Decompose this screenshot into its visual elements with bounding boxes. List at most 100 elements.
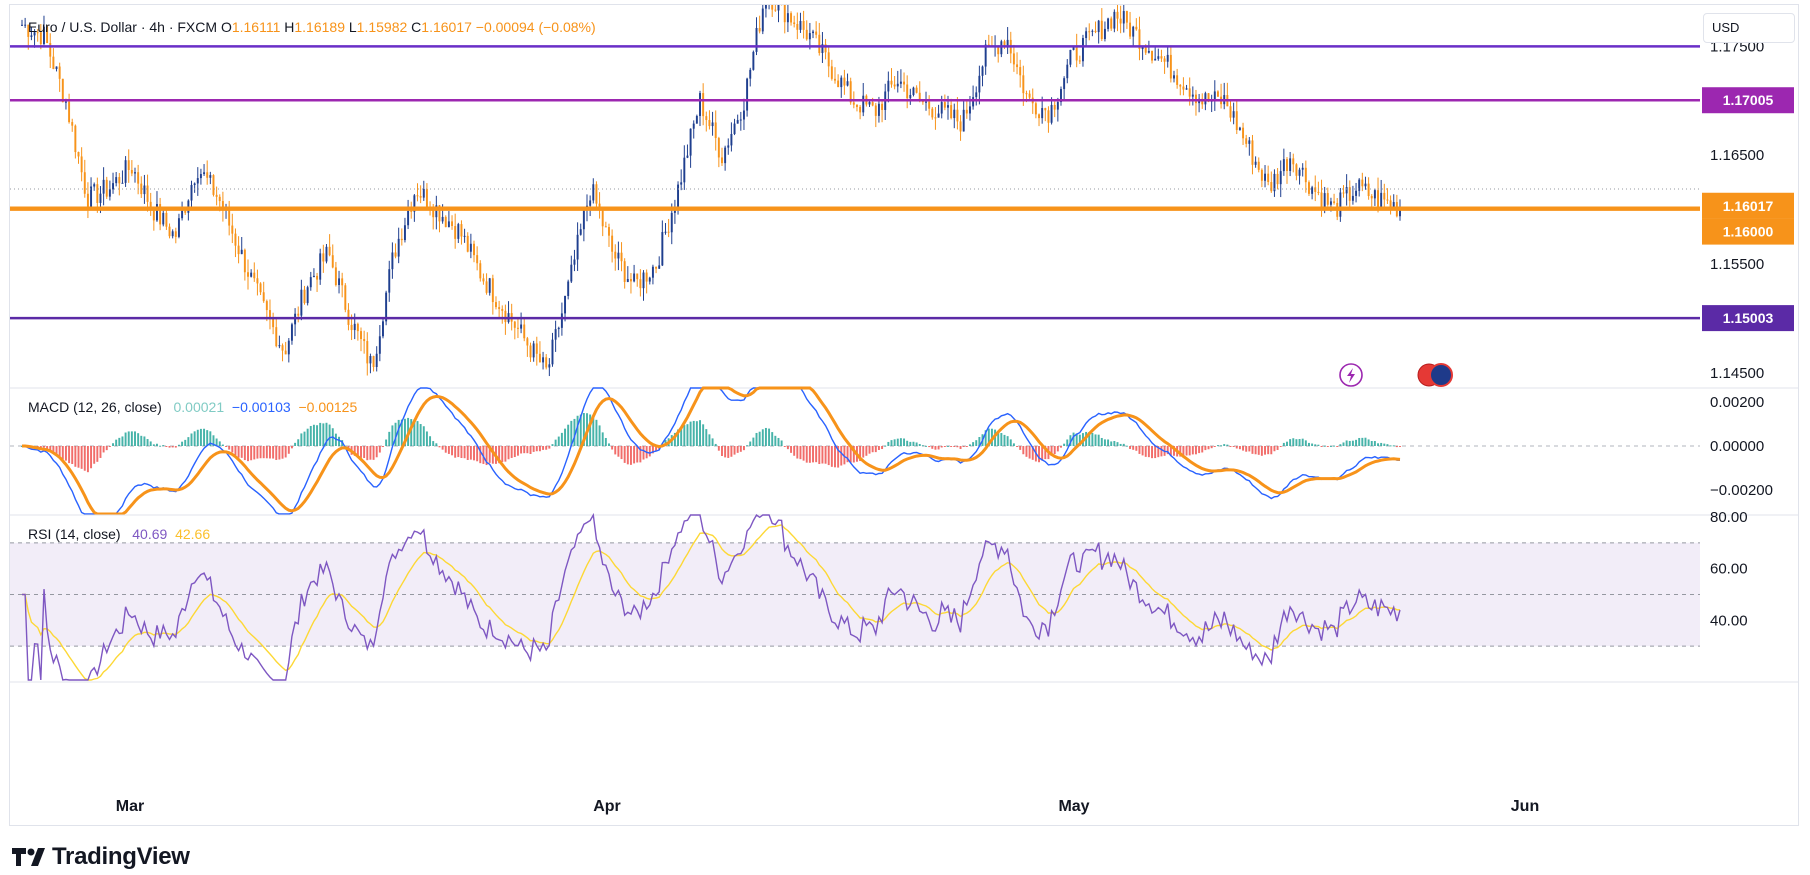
macd-tick-label: 0.00000 xyxy=(1710,438,1764,455)
candle-body xyxy=(1289,158,1292,171)
candle-body xyxy=(551,339,554,365)
macd-hist-bar xyxy=(903,438,906,446)
candle-body xyxy=(1207,93,1210,102)
macd-hist-bar xyxy=(705,429,708,446)
candle-body xyxy=(808,33,811,40)
macd-hist-bar xyxy=(711,438,714,446)
candle-body xyxy=(444,216,447,228)
candle-body xyxy=(1176,75,1179,85)
candle-body xyxy=(1147,50,1150,53)
macd-hist-bar xyxy=(702,424,705,446)
candle-body xyxy=(1110,18,1113,29)
macd-hist-bar xyxy=(529,446,532,454)
macd-hist-bar xyxy=(256,446,259,459)
candle-body xyxy=(71,122,74,126)
candle-body xyxy=(604,226,607,228)
macd-hist-bar xyxy=(642,446,645,460)
candle-body xyxy=(708,119,711,127)
macd-hist-bar xyxy=(1157,446,1160,458)
candle-body xyxy=(805,29,808,40)
macd-hist-bar xyxy=(721,446,723,456)
price-pane[interactable] xyxy=(10,5,1700,387)
candle-body xyxy=(1000,41,1003,55)
macd-hist-value: 0.00021 xyxy=(173,399,225,415)
price-axis[interactable]: 1.170051.160171.160001.150031.175001.165… xyxy=(1702,38,1794,629)
macd-hist-bar xyxy=(1135,446,1138,451)
chart-canvas[interactable]: 1.170051.160171.160001.150031.175001.165… xyxy=(10,5,1799,826)
macd-hist-bar xyxy=(874,446,877,453)
time-axis[interactable]: Mar Apr May Jun xyxy=(116,798,1539,815)
rsi-pane[interactable] xyxy=(10,512,1799,683)
candle-body xyxy=(576,234,579,260)
candle-body xyxy=(419,196,422,198)
macd-hist-bar xyxy=(1329,445,1332,447)
candle-body xyxy=(498,307,501,309)
candle-body xyxy=(1229,106,1232,118)
candle-body xyxy=(1351,195,1354,201)
rsi-legend[interactable]: RSI (14, close) 40.69 42.66 xyxy=(28,526,210,542)
macd-hist-bar xyxy=(71,446,74,465)
macd-hist-bar xyxy=(614,446,617,455)
candle-body xyxy=(105,179,108,197)
candle-body xyxy=(595,184,598,204)
macd-hist-bar xyxy=(1000,433,1003,446)
macd-legend[interactable]: MACD (12, 26, close) 0.00021 −0.00103 −0… xyxy=(28,399,357,415)
candle-body xyxy=(711,122,714,127)
macd-hist-bar xyxy=(1395,446,1398,448)
macd-hist-bar xyxy=(168,446,171,448)
low-value: 1.15982 xyxy=(356,19,408,35)
macd-hist-bar xyxy=(862,446,865,458)
macd-hist-bar xyxy=(758,431,761,446)
macd-hist-bar xyxy=(1154,446,1157,459)
macd-hist-bar xyxy=(416,421,419,446)
candle-body xyxy=(476,255,479,264)
candle-body xyxy=(1204,93,1207,105)
candle-body xyxy=(535,343,538,354)
candle-body xyxy=(1254,161,1257,165)
macd-hist-bar xyxy=(953,446,956,447)
macd-hist-bar xyxy=(1326,446,1329,447)
candle-body xyxy=(269,310,271,319)
currency-selector[interactable]: USD xyxy=(1703,13,1795,43)
macd-hist-bar xyxy=(818,446,821,465)
macd-hist-bar xyxy=(695,421,698,446)
macd-hist-bar xyxy=(771,432,774,446)
candle-body xyxy=(774,9,777,11)
macd-hist-bar xyxy=(1229,446,1232,447)
candle-body xyxy=(388,269,391,293)
macd-hist-bar xyxy=(692,420,695,446)
macd-hist-bar xyxy=(532,446,535,452)
macd-hist-bar xyxy=(121,436,124,446)
price-label-bg xyxy=(1702,192,1794,219)
candle-body xyxy=(482,278,485,282)
candle-body xyxy=(397,238,400,257)
chart-frame[interactable]: 1.17005 1.16017 1.16000 1.15003 1.17500 1.165… xyxy=(9,4,1799,826)
candle-body xyxy=(190,184,193,201)
macd-hist-bar xyxy=(137,433,140,446)
candle-body xyxy=(912,87,915,95)
macd-hist-bar xyxy=(689,421,692,446)
eu-flag-icon xyxy=(1429,363,1453,387)
symbol-legend[interactable]: Euro / U.S. Dollar · 4h · FXCM O1.16111 … xyxy=(28,19,596,35)
macd-hist-bar xyxy=(303,431,306,446)
macd-hist-bar xyxy=(1364,437,1367,446)
candle-body xyxy=(868,101,871,105)
macd-hist-bar xyxy=(507,446,510,460)
macd-hist-bar xyxy=(184,439,187,446)
macd-hist-bar xyxy=(275,446,278,460)
tradingview-logo[interactable]: TradingView xyxy=(12,843,190,871)
candle-body xyxy=(102,179,105,194)
candle-body xyxy=(86,193,89,210)
macd-pane[interactable] xyxy=(10,386,1799,516)
candle-body xyxy=(338,278,341,286)
candle-body xyxy=(422,188,425,198)
candle-body xyxy=(733,123,736,134)
candle-body xyxy=(639,279,642,289)
candle-body xyxy=(228,208,231,226)
macd-hist-bar xyxy=(783,446,786,447)
macd-hist-bar xyxy=(385,439,388,446)
candle-body xyxy=(554,329,557,340)
candle-body xyxy=(454,226,457,239)
macd-hist-bar xyxy=(322,423,325,446)
macd-hist-bar xyxy=(225,446,228,447)
